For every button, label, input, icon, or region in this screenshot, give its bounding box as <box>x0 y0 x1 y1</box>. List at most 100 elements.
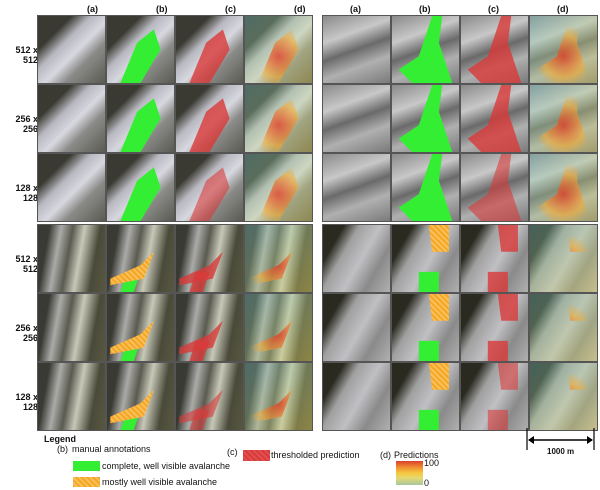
orange-annotation <box>110 320 154 355</box>
image-tile-d <box>529 153 598 222</box>
heatmap-base <box>530 225 597 292</box>
heatmap-hot <box>566 294 587 321</box>
green-annotation <box>418 340 439 361</box>
scale-bar-label: 1000 m <box>547 447 575 456</box>
red-prediction <box>497 225 518 252</box>
image-tile-b <box>106 153 175 222</box>
column-header: (a) <box>350 4 361 14</box>
heatmap-base <box>530 363 597 430</box>
image-tile-a <box>37 153 106 222</box>
image-tile-d <box>244 15 313 84</box>
row-label: 128 x 128 <box>15 183 38 203</box>
green-annotation <box>418 409 439 430</box>
red-prediction <box>497 363 518 390</box>
column-header: (c) <box>225 4 236 14</box>
orange-annotation <box>428 363 449 390</box>
image-tile-c <box>175 153 244 222</box>
green-annotation <box>120 98 161 152</box>
row-label: 128 x 128 <box>15 392 38 412</box>
legend-c-tag: (c) <box>227 447 238 457</box>
colorbar-min: 0 <box>424 478 430 488</box>
image-tile-c <box>460 153 529 222</box>
green-annotation <box>418 271 439 292</box>
image-tile-b <box>391 15 460 84</box>
image-tile-b <box>391 84 460 153</box>
red-prediction <box>497 294 518 321</box>
column-header: (d) <box>294 4 306 14</box>
row-label: 512 x 512 <box>15 45 38 65</box>
image-tile-a <box>37 15 106 84</box>
orange-annotation <box>110 251 154 286</box>
legend-b-item-complete: complete, well visible avalanche <box>102 461 231 471</box>
heatmap-hot <box>566 225 587 252</box>
image-tile-b <box>391 293 460 362</box>
heatmap-base <box>530 294 597 361</box>
image-tile-a <box>322 362 391 431</box>
scale-bar <box>526 428 595 450</box>
green-annotation <box>398 154 453 221</box>
image-tile-c <box>460 362 529 431</box>
image-tile-b <box>106 224 175 293</box>
legend-d-label: Predictions <box>394 450 439 460</box>
green-annotation <box>120 167 161 221</box>
image-tile-d <box>244 153 313 222</box>
red-prediction <box>189 29 230 83</box>
orange-annotation <box>110 389 154 424</box>
red-prediction <box>487 409 508 430</box>
orange-annotation <box>428 294 449 321</box>
red-prediction <box>467 85 522 152</box>
image-tile-d <box>244 224 313 293</box>
column-header: (b) <box>156 4 168 14</box>
image-tile-b <box>106 362 175 431</box>
red-prediction <box>467 154 522 221</box>
image-tile-c <box>460 224 529 293</box>
image-tile-d <box>244 293 313 362</box>
legend-b-tag: (b) <box>57 444 68 454</box>
green-annotation <box>398 16 453 83</box>
image-tile-a <box>37 362 106 431</box>
image-tile-c <box>175 15 244 84</box>
legend-c-label: thresholded prediction <box>271 450 360 460</box>
image-tile-d <box>529 84 598 153</box>
image-tile-b <box>106 15 175 84</box>
image-tile-d <box>244 84 313 153</box>
red-prediction <box>467 16 522 83</box>
image-tile-c <box>175 293 244 362</box>
image-tile-a <box>322 84 391 153</box>
image-tile-d <box>529 224 598 293</box>
legend-title: Legend <box>44 434 77 444</box>
image-tile-d <box>529 15 598 84</box>
image-tile-b <box>391 153 460 222</box>
colorbar-max: 100 <box>424 458 440 468</box>
red-prediction <box>487 340 508 361</box>
image-tile-d <box>529 362 598 431</box>
row-label: 512 x 512 <box>15 254 38 274</box>
row-label: 256 x 256 <box>15 114 38 134</box>
red-prediction <box>487 271 508 292</box>
image-tile-a <box>322 15 391 84</box>
red-prediction <box>179 251 223 286</box>
image-tile-b <box>106 293 175 362</box>
image-tile-c <box>175 362 244 431</box>
column-header: (c) <box>488 4 499 14</box>
image-tile-c <box>460 293 529 362</box>
green-annotation <box>120 29 161 83</box>
image-tile-a <box>37 224 106 293</box>
image-tile-b <box>106 84 175 153</box>
image-tile-c <box>460 84 529 153</box>
orange-annotation <box>428 225 449 252</box>
image-tile-c <box>460 15 529 84</box>
heatmap-hot <box>566 363 587 390</box>
red-prediction <box>179 389 223 424</box>
orange-swatch <box>73 477 100 487</box>
image-tile-a <box>322 153 391 222</box>
column-header: (d) <box>557 4 569 14</box>
green-swatch <box>73 461 100 471</box>
image-tile-b <box>391 362 460 431</box>
red-prediction <box>189 98 230 152</box>
legend-b-label: manual annotations <box>72 444 151 454</box>
prediction-colorbar <box>396 461 423 485</box>
image-tile-b <box>391 224 460 293</box>
column-header: (a) <box>87 4 98 14</box>
